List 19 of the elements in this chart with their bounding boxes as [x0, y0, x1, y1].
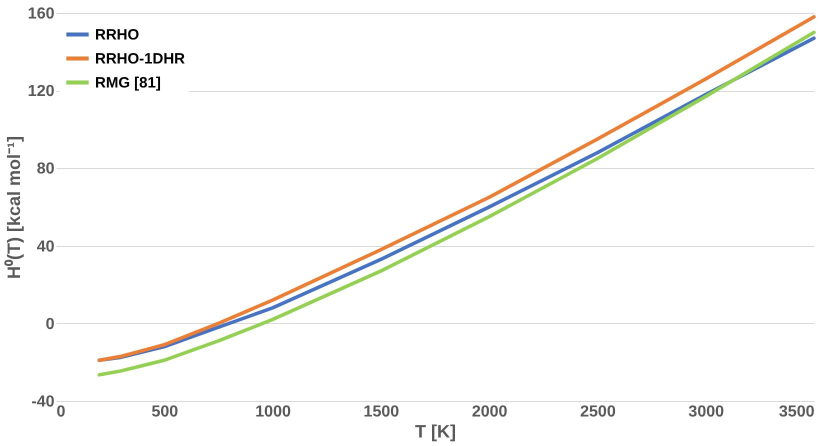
- legend-label: RMG [81]: [95, 74, 161, 92]
- y-tick-label: 0: [46, 316, 55, 333]
- x-axis-title: T [K]: [415, 422, 456, 442]
- x-tick-label: 3000: [688, 404, 724, 420]
- y-tick-label: -40: [31, 394, 55, 410]
- y-tick-label: 40: [36, 238, 55, 256]
- x-tick-label: 2500: [580, 404, 616, 420]
- x-tick-label: 500: [151, 404, 178, 420]
- legend-label: RRHO: [95, 26, 140, 44]
- x-tick-label: 1000: [255, 404, 291, 420]
- legend-label: RRHO-1DHR: [95, 50, 186, 68]
- x-tick-label: 2000: [472, 404, 508, 420]
- y-tick-label: 80: [36, 160, 55, 178]
- x-tick-label: 0: [56, 404, 66, 420]
- y-axis-title: H⁰(T) [kcal mol⁻¹]: [4, 136, 24, 280]
- y-tick-label: 120: [28, 83, 55, 100]
- x-tick-label: 3500: [778, 404, 815, 420]
- x-tick-label: 1500: [364, 404, 400, 420]
- y-tick-label: 160: [28, 6, 55, 22]
